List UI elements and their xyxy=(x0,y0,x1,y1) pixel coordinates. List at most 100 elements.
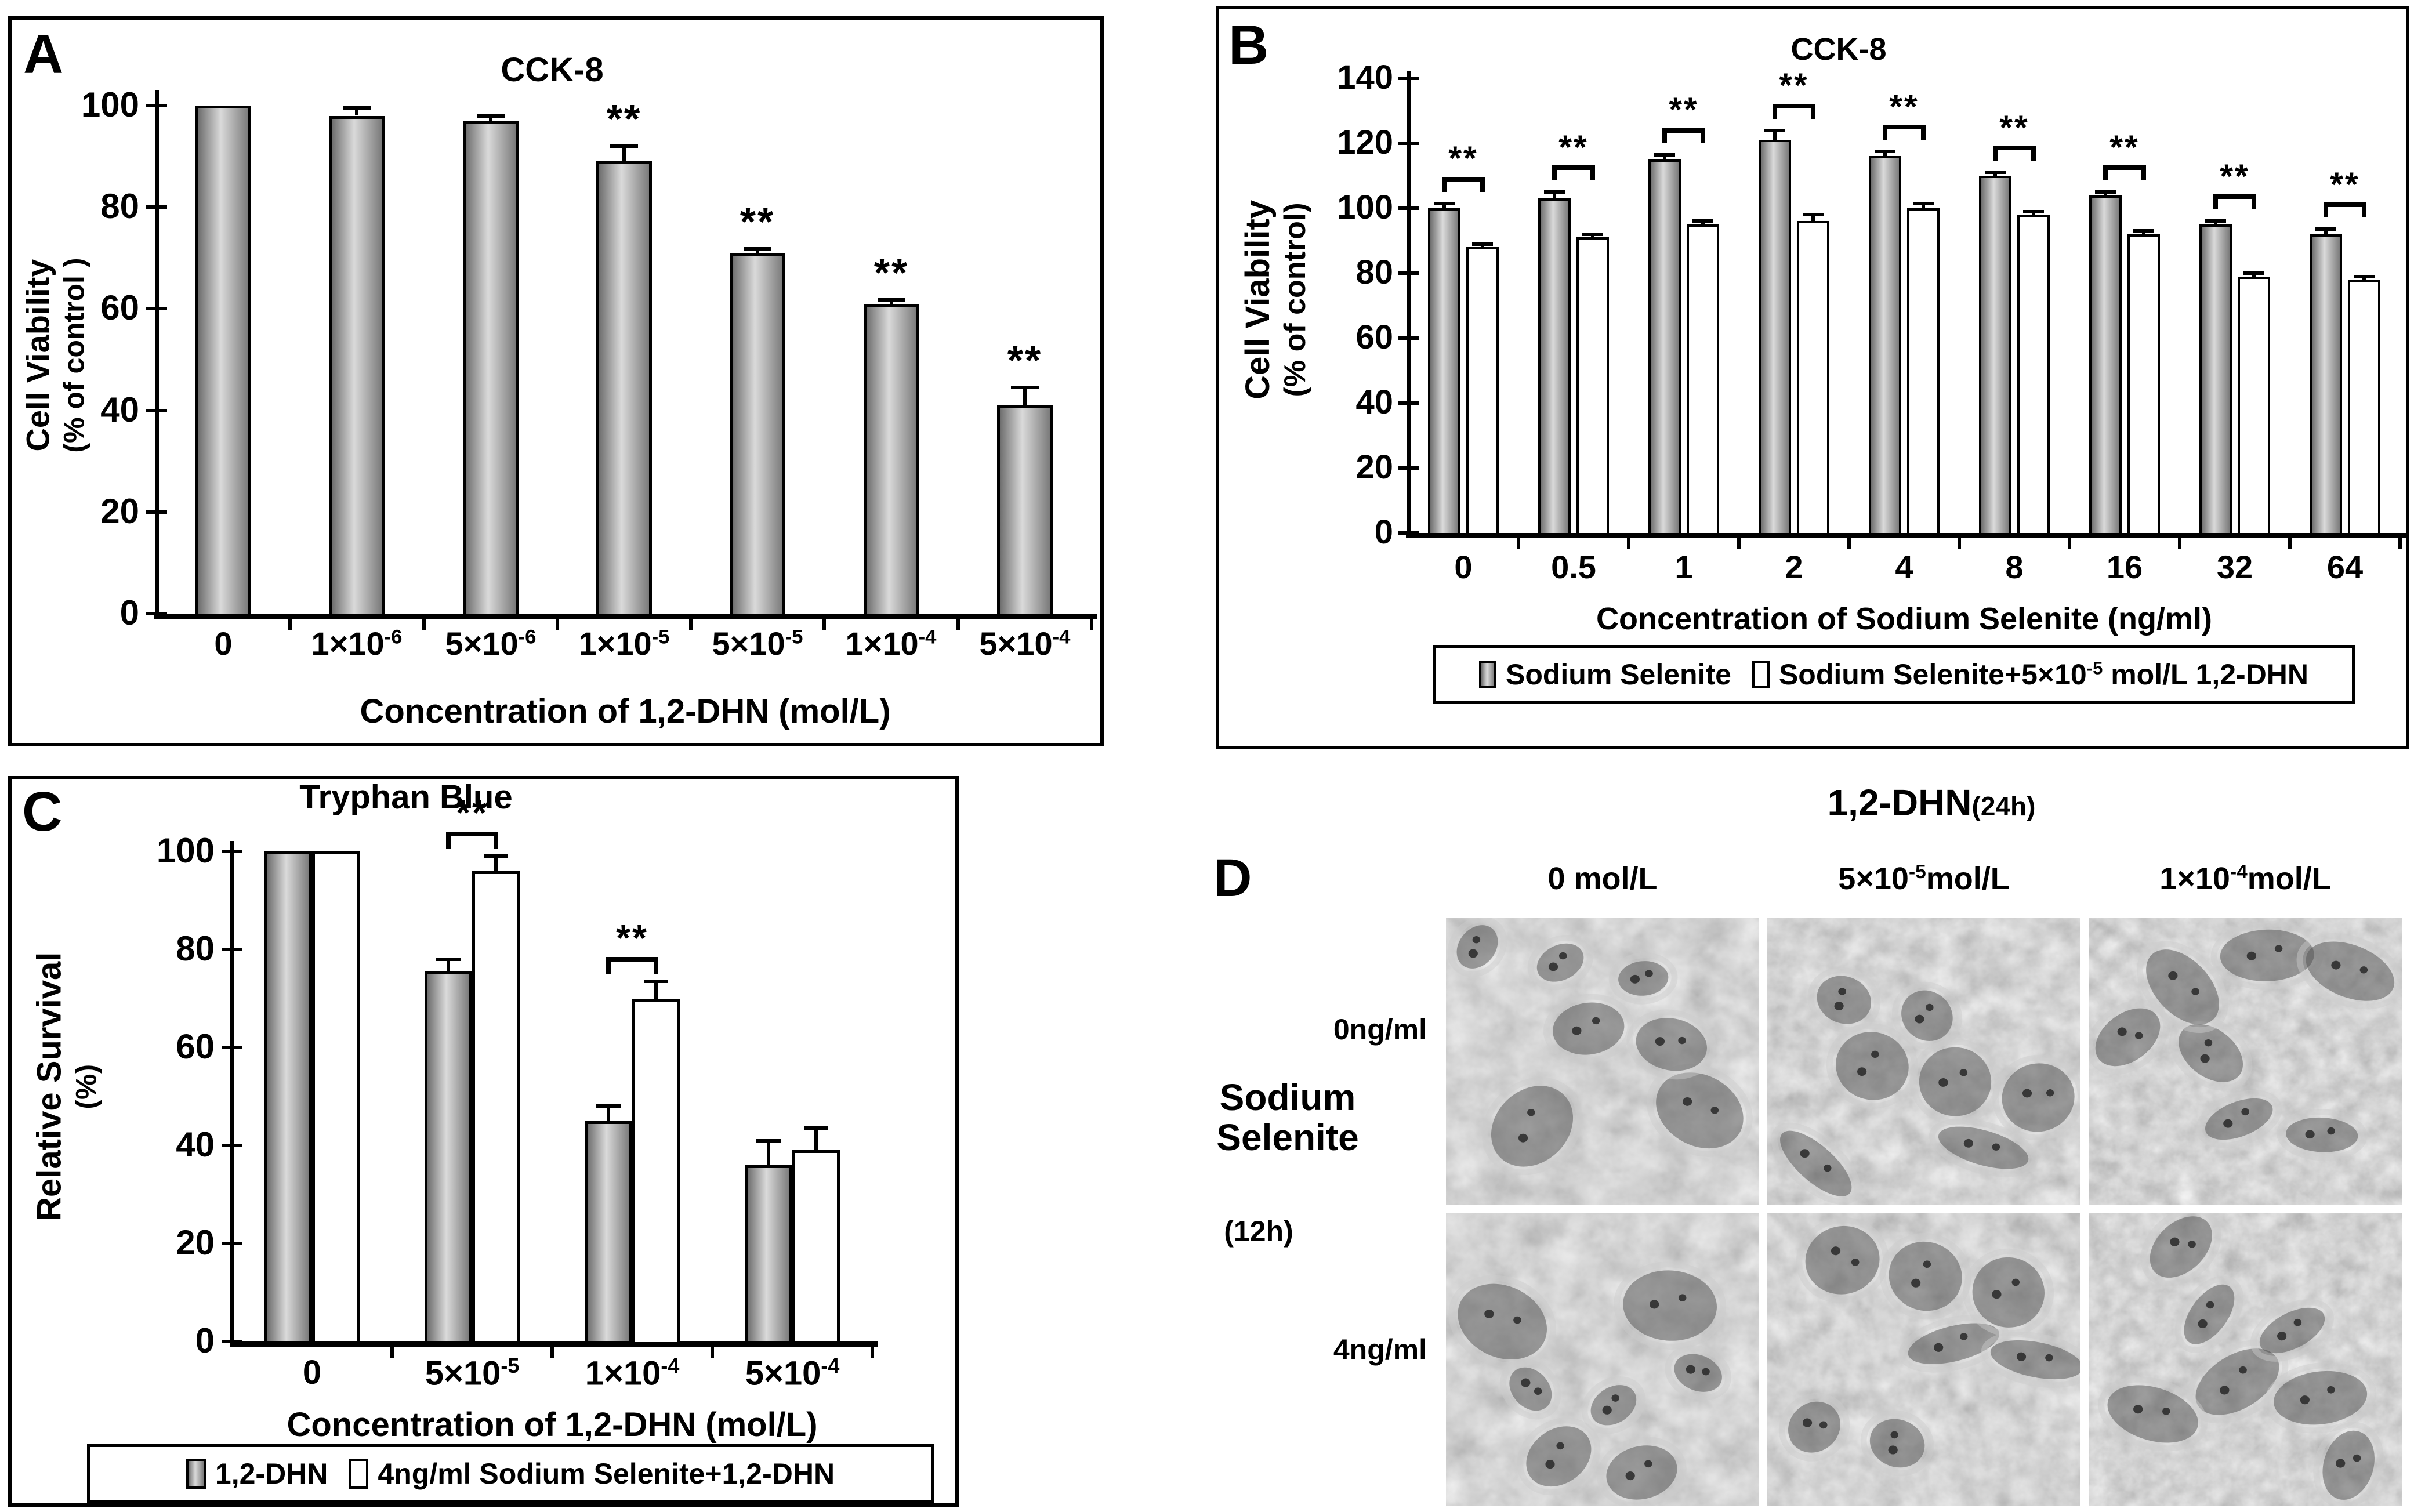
error-cap-A xyxy=(610,144,638,148)
y-axis-C xyxy=(230,841,234,1345)
y-tick-C xyxy=(222,948,242,951)
error-bar-A xyxy=(355,108,358,115)
bar-A xyxy=(329,116,385,614)
sig-marker-B: ** xyxy=(2220,158,2250,195)
legend-item-B-0: Sodium Selenite xyxy=(1478,658,1731,691)
error-bar-A xyxy=(756,249,759,253)
y-tick-label-C: 100 xyxy=(156,831,215,870)
x-tick-label-C: 0 xyxy=(302,1354,322,1391)
x-minor-tick-A xyxy=(822,618,826,630)
x-axis-title-A: Concentration of 1,2-DHN (mol/L) xyxy=(360,692,891,730)
panel-c-y-axis-title-line1: Relative Survival xyxy=(30,952,68,1221)
y-tick-A xyxy=(146,205,167,209)
x-minor-tick-B xyxy=(2398,537,2402,549)
panel-d-row-label-0: 0ng/ml xyxy=(1333,1013,1427,1046)
error-cap-B-1 xyxy=(1692,219,1713,223)
bar-B-1 xyxy=(1687,224,1719,533)
x-minor-tick-B xyxy=(1517,537,1520,549)
x-minor-tick-B xyxy=(2288,537,2292,549)
error-bar-B-1 xyxy=(1922,204,1925,208)
sig-marker-B: ** xyxy=(1669,91,1699,129)
y-tick-label-C: 20 xyxy=(176,1223,215,1262)
error-bar-B-0 xyxy=(1993,172,1997,176)
error-bar-C-0 xyxy=(767,1141,770,1165)
chart-title-B: CCK-8 xyxy=(1790,32,1887,67)
panel-d-title-duration: (24h) xyxy=(1971,791,2036,821)
error-cap-B-1 xyxy=(1913,202,1934,205)
x-tick-label-B: 32 xyxy=(2216,549,2253,585)
error-cap-C-0 xyxy=(596,1104,621,1108)
x-tick-label-C: 1×10-4 xyxy=(585,1354,680,1393)
error-bar-C-1 xyxy=(654,981,658,999)
sig-marker-B: ** xyxy=(1779,67,1809,104)
error-bar-B-0 xyxy=(1773,130,1777,140)
y-tick-C xyxy=(222,1144,242,1147)
error-bar-B-1 xyxy=(2252,273,2256,277)
micrograph-image xyxy=(1446,1213,1759,1506)
error-cap-A xyxy=(1011,386,1039,389)
y-tick-label-A: 40 xyxy=(100,390,139,429)
bar-A xyxy=(195,106,251,614)
error-bar-A xyxy=(1023,387,1027,405)
bar-C-1 xyxy=(312,851,360,1341)
x-tick-label-A: 5×10-6 xyxy=(445,625,537,662)
error-cap-C-1 xyxy=(804,1126,828,1130)
bar-B-1 xyxy=(2127,234,2160,533)
x-tick-label-B: 0 xyxy=(1454,549,1473,585)
x-tick-label-B: 4 xyxy=(1895,549,1913,585)
micrograph-image xyxy=(1767,918,2080,1205)
legend-B: Sodium Selenite Sodium Selenite+5×10-5 mo… xyxy=(1433,645,2355,704)
x-minor-tick-B xyxy=(1958,537,1961,549)
y-tick-A xyxy=(146,307,167,310)
error-bar-B-0 xyxy=(1663,155,1666,159)
legend-item-C-1: 4ng/ml Sodium Selenite+1,2-DHN xyxy=(349,1457,835,1491)
x-tick-label-B: 64 xyxy=(2326,549,2364,585)
x-tick-label-B: 2 xyxy=(1785,549,1803,585)
error-bar-B-0 xyxy=(2324,229,2328,234)
panel-c-label: C xyxy=(22,781,63,843)
y-tick-label-C: 40 xyxy=(176,1125,215,1164)
micrograph-4ngml-1e-4molL xyxy=(2089,1213,2402,1506)
sig-bracket-B xyxy=(2213,194,2256,209)
error-bar-B-0 xyxy=(2104,192,2107,195)
y-tick-C xyxy=(222,1046,242,1049)
error-cap-B-1 xyxy=(1472,242,1493,246)
legend-label-C-1: 4ng/ml Sodium Selenite+1,2-DHN xyxy=(378,1457,835,1490)
y-tick-label-A: 0 xyxy=(119,593,139,632)
x-minor-tick-C xyxy=(550,1346,554,1358)
error-bar-B-1 xyxy=(2142,231,2145,234)
legend-swatch-white xyxy=(1752,661,1770,688)
bar-C-0 xyxy=(425,971,472,1341)
sig-marker-A: ** xyxy=(606,96,642,142)
bar-B-0 xyxy=(2199,224,2232,533)
error-bar-B-0 xyxy=(1553,192,1556,198)
y-tick-label-B: 140 xyxy=(1337,59,1393,96)
error-cap-B-0 xyxy=(2315,227,2336,231)
bar-B-0 xyxy=(1538,198,1571,533)
bar-C-1 xyxy=(472,871,520,1341)
y-tick-label-A: 60 xyxy=(100,288,139,327)
y-tick-label-C: 60 xyxy=(176,1027,215,1066)
bar-B-1 xyxy=(1797,221,1829,533)
sig-bracket-B xyxy=(1993,146,2036,161)
error-bar-B-1 xyxy=(2032,212,2035,215)
sig-marker-C: ** xyxy=(616,917,648,959)
x-minor-tick-B xyxy=(2178,537,2181,549)
y-tick-label-C: 0 xyxy=(195,1321,215,1360)
sig-bracket-B xyxy=(1442,177,1485,192)
x-axis-B xyxy=(1406,533,2406,538)
legend-item-C-0: 1,2-DHN xyxy=(186,1457,328,1491)
y-tick-label-B: 120 xyxy=(1337,124,1393,161)
error-cap-B-0 xyxy=(1544,190,1565,194)
micrograph-4ngml-5e-5molL xyxy=(1767,1213,2080,1506)
bar-B-1 xyxy=(2017,215,2050,533)
panel-d-col-label-2: 1×10-4mol/L xyxy=(2159,861,2331,896)
sig-marker-B: ** xyxy=(1558,129,1589,166)
panel-d-side-label-line1: Sodium xyxy=(1219,1076,1356,1118)
panel-d-label: D xyxy=(1213,849,1252,908)
x-minor-tick-B xyxy=(1847,537,1851,549)
x-tick-label-A: 1×10-6 xyxy=(311,625,403,662)
y-tick-label-B: 80 xyxy=(1355,253,1393,291)
sig-marker-A: ** xyxy=(740,199,775,244)
bar-C-0 xyxy=(264,851,312,1341)
